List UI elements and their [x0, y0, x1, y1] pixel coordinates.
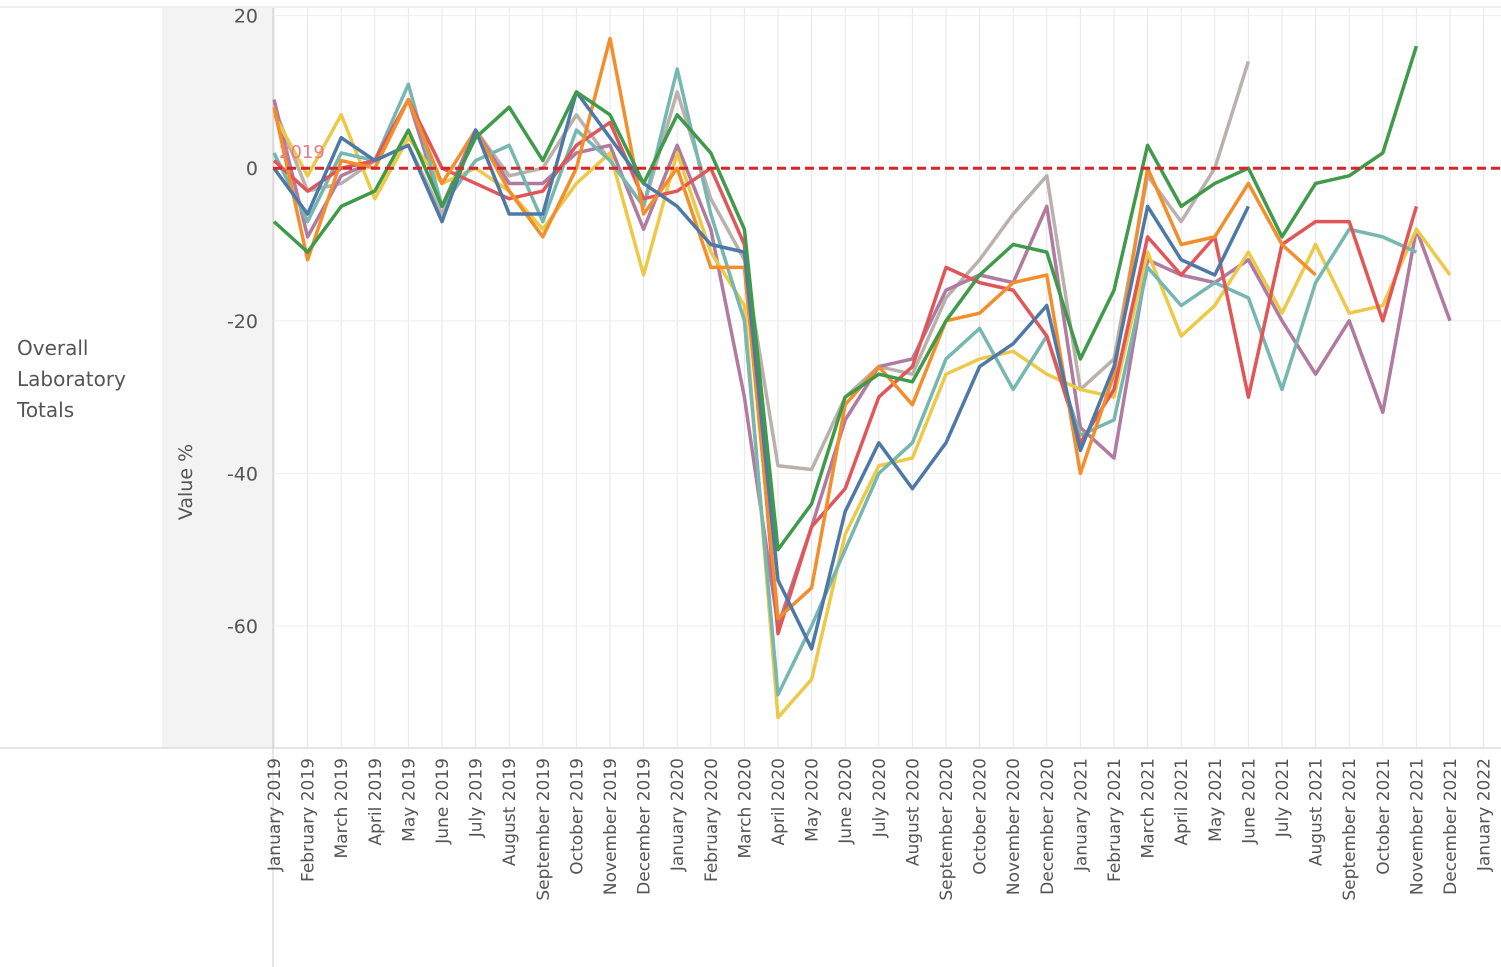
x-tick-label: May 2021 — [1206, 758, 1226, 842]
x-tick-label: July 2021 — [1273, 758, 1293, 838]
x-tick-label: October 2021 — [1374, 758, 1394, 875]
x-tick-label: February 2019 — [299, 758, 319, 882]
x-tick-label: August 2020 — [903, 758, 923, 866]
y-axis-title: Value % — [175, 444, 197, 520]
y-tick-label: 0 — [246, 158, 258, 180]
series-line — [272, 97, 1419, 636]
x-tick-label: July 2019 — [467, 758, 487, 838]
x-tick-label: August 2019 — [500, 758, 520, 866]
x-tick-label: May 2020 — [803, 758, 823, 842]
y-tick-label: -40 — [227, 463, 258, 485]
x-tick-label: October 2019 — [567, 758, 587, 875]
y-tick-label: -20 — [227, 311, 258, 333]
reference-label: 2019 — [279, 142, 325, 163]
x-tick-label: March 2020 — [735, 758, 755, 859]
x-tick-label: December 2021 — [1441, 758, 1461, 895]
x-tick-label: June 2020 — [836, 758, 856, 845]
x-tick-label: January 2019 — [265, 758, 285, 872]
x-tick-label: June 2019 — [433, 758, 453, 845]
series-line — [272, 90, 1250, 651]
x-tick-label: January 2021 — [1071, 758, 1091, 872]
y-tick-label: -60 — [227, 616, 258, 638]
series-line — [272, 45, 1419, 552]
x-tick-label: October 2020 — [971, 758, 991, 875]
x-tick-label: January 2020 — [668, 758, 688, 872]
axis-panel — [162, 8, 273, 748]
y-tick-label: 20 — [234, 6, 258, 28]
x-tick-label: September 2020 — [937, 758, 957, 901]
x-tick-label: February 2020 — [702, 758, 722, 882]
x-tick-label: April 2021 — [1172, 758, 1192, 846]
x-tick-label: March 2019 — [332, 758, 352, 859]
x-tick-label: December 2020 — [1038, 758, 1058, 895]
x-tick-label: December 2019 — [635, 758, 655, 895]
series-line — [272, 60, 1251, 472]
series-line — [272, 36, 1317, 621]
x-tick-label: November 2019 — [601, 758, 621, 895]
x-tick-label: April 2019 — [366, 758, 386, 846]
x-tick-label: May 2019 — [399, 758, 419, 842]
series-line — [272, 113, 1452, 720]
x-tick-label: January 2022 — [1475, 758, 1495, 872]
x-tick-label: November 2020 — [1004, 758, 1024, 895]
x-tick-label: November 2021 — [1407, 758, 1427, 895]
x-tick-label: February 2021 — [1105, 758, 1125, 882]
x-tick-label: April 2020 — [769, 758, 789, 846]
x-tick-label: July 2020 — [870, 758, 890, 838]
x-tick-label: March 2021 — [1139, 758, 1159, 859]
x-tick-label: August 2021 — [1307, 758, 1327, 866]
x-tick-label: September 2019 — [534, 758, 554, 901]
row-header: Overall Laboratory Totals — [17, 336, 126, 422]
x-tick-label: September 2021 — [1340, 758, 1360, 901]
x-tick-label: June 2021 — [1239, 758, 1259, 845]
